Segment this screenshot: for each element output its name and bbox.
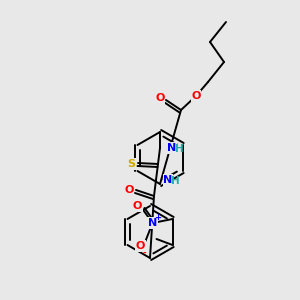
Text: O: O [124,185,134,195]
Text: N: N [167,143,177,153]
Text: S: S [127,159,135,169]
Text: H: H [171,176,179,186]
Text: H: H [175,144,183,154]
Text: O: O [133,201,142,211]
Text: -: - [143,248,146,257]
Text: O: O [155,93,165,103]
Text: O: O [191,91,201,101]
Text: +: + [154,214,161,223]
Text: N: N [164,175,172,185]
Text: N: N [148,218,157,228]
Text: O: O [136,241,145,251]
